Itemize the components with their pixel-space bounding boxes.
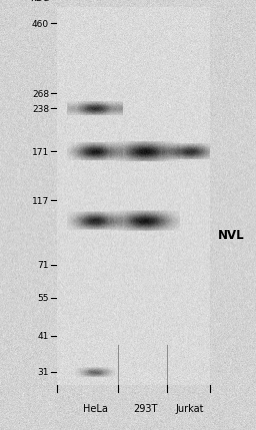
Text: HeLa: HeLa <box>83 403 108 413</box>
Text: 71: 71 <box>37 261 49 270</box>
Text: 171: 171 <box>32 147 49 157</box>
Text: Jurkat: Jurkat <box>176 403 204 413</box>
Text: 238: 238 <box>32 104 49 114</box>
Text: 460: 460 <box>32 19 49 28</box>
Text: 41: 41 <box>38 332 49 341</box>
Text: 31: 31 <box>37 368 49 377</box>
Text: kDa: kDa <box>30 0 49 3</box>
Text: 293T: 293T <box>133 403 157 413</box>
Text: 55: 55 <box>37 294 49 302</box>
Text: 117: 117 <box>32 197 49 206</box>
Text: NVL: NVL <box>218 228 245 242</box>
Text: 268: 268 <box>32 89 49 98</box>
